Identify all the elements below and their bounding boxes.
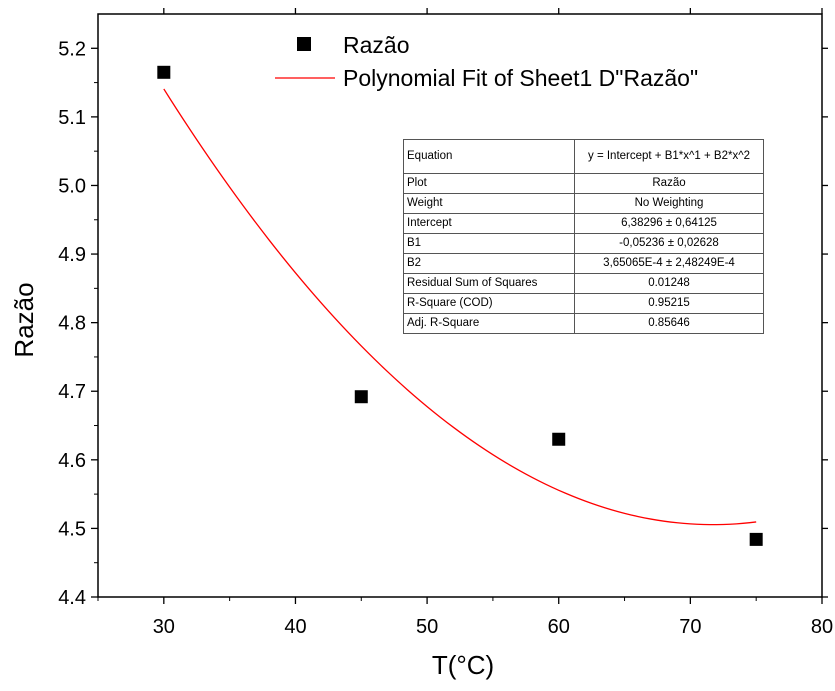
legend-label-fit: Polynomial Fit of Sheet1 D"Razão" <box>343 65 698 91</box>
fit-table-key: Weight <box>403 193 575 214</box>
y-tick-label: 4.4 <box>58 587 86 609</box>
fit-table-value: 6,38296 ± 0,64125 <box>574 213 764 234</box>
fit-curve <box>163 88 757 526</box>
legend-marker-razao <box>297 37 311 51</box>
data-point <box>354 390 368 404</box>
y-tick-label: 4.8 <box>58 313 86 335</box>
y-tick-label: 4.9 <box>58 244 86 266</box>
fit-table-key: Equation <box>403 139 575 174</box>
fit-table-value: 0.85646 <box>574 313 764 334</box>
data-point <box>749 532 763 546</box>
fit-table-key: B2 <box>403 253 575 274</box>
fit-table-value: 3,65065E-4 ± 2,48249E-4 <box>574 253 764 274</box>
fit-table-key: B1 <box>403 233 575 254</box>
fit-table-value: Razão <box>574 173 764 194</box>
y-axis-label: Razão <box>9 282 39 357</box>
fit-table-value: y = Intercept + B1*x^1 + B2*x^2 <box>574 139 764 174</box>
fit-table-row: Intercept 6,38296 ± 0,64125 <box>403 213 764 234</box>
y-tick-label: 5.0 <box>58 175 86 197</box>
y-tick-label: 4.5 <box>58 518 86 540</box>
fit-results-table: Equation y = Intercept + B1*x^1 + B2*x^2 P… <box>403 139 764 334</box>
fit-table-row: Residual Sum of Squares 0.01248 <box>403 273 764 294</box>
x-tick-label: 80 <box>811 616 833 638</box>
fit-table-row: Plot Razão <box>403 173 764 194</box>
y-tick-label: 4.6 <box>58 450 86 472</box>
data-point <box>157 65 171 79</box>
data-point <box>552 432 566 446</box>
fit-table-row: Adj. R-Square 0.85646 <box>403 313 764 334</box>
points-layer <box>157 65 763 546</box>
fit-table-key: R-Square (COD) <box>403 293 575 314</box>
fit-layer <box>163 88 757 526</box>
legend-label-razao: Razão <box>343 32 409 58</box>
x-tick-label: 50 <box>416 616 438 638</box>
legend: Razão Polynomial Fit of Sheet1 D"Razão" <box>275 32 698 91</box>
fit-table-row: R-Square (COD) 0.95215 <box>403 293 764 314</box>
fit-table-key: Intercept <box>403 213 575 234</box>
x-tick-label: 70 <box>679 616 701 638</box>
fit-table-row: B1 -0,05236 ± 0,02628 <box>403 233 764 254</box>
fit-table-value: 0.01248 <box>574 273 764 294</box>
fit-table-row: Equation y = Intercept + B1*x^1 + B2*x^2 <box>403 139 764 174</box>
fit-table-key: Plot <box>403 173 575 194</box>
y-tick-label: 4.7 <box>58 381 86 403</box>
axes: 30 40 50 60 70 80 4.4 4.5 4.6 4.7 4.8 4.9 5.0 5.1 5.2 <box>58 8 833 638</box>
fit-table-value: -0,05236 ± 0,02628 <box>574 233 764 254</box>
y-tick-label: 5.1 <box>58 107 86 129</box>
fit-table-key: Residual Sum of Squares <box>403 273 575 294</box>
x-tick-label: 40 <box>284 616 306 638</box>
plot-frame <box>97 13 823 598</box>
fit-table-value: No Weighting <box>574 193 764 214</box>
x-tick-label: 60 <box>548 616 570 638</box>
x-axis-label: T(°C) <box>432 650 494 680</box>
fit-table-key: Adj. R-Square <box>403 313 575 334</box>
fit-table-row: Weight No Weighting <box>403 193 764 214</box>
fit-table-row: B2 3,65065E-4 ± 2,48249E-4 <box>403 253 764 274</box>
y-tick-label: 5.2 <box>58 38 86 60</box>
fit-table-value: 0.95215 <box>574 293 764 314</box>
x-tick-label: 30 <box>153 616 175 638</box>
